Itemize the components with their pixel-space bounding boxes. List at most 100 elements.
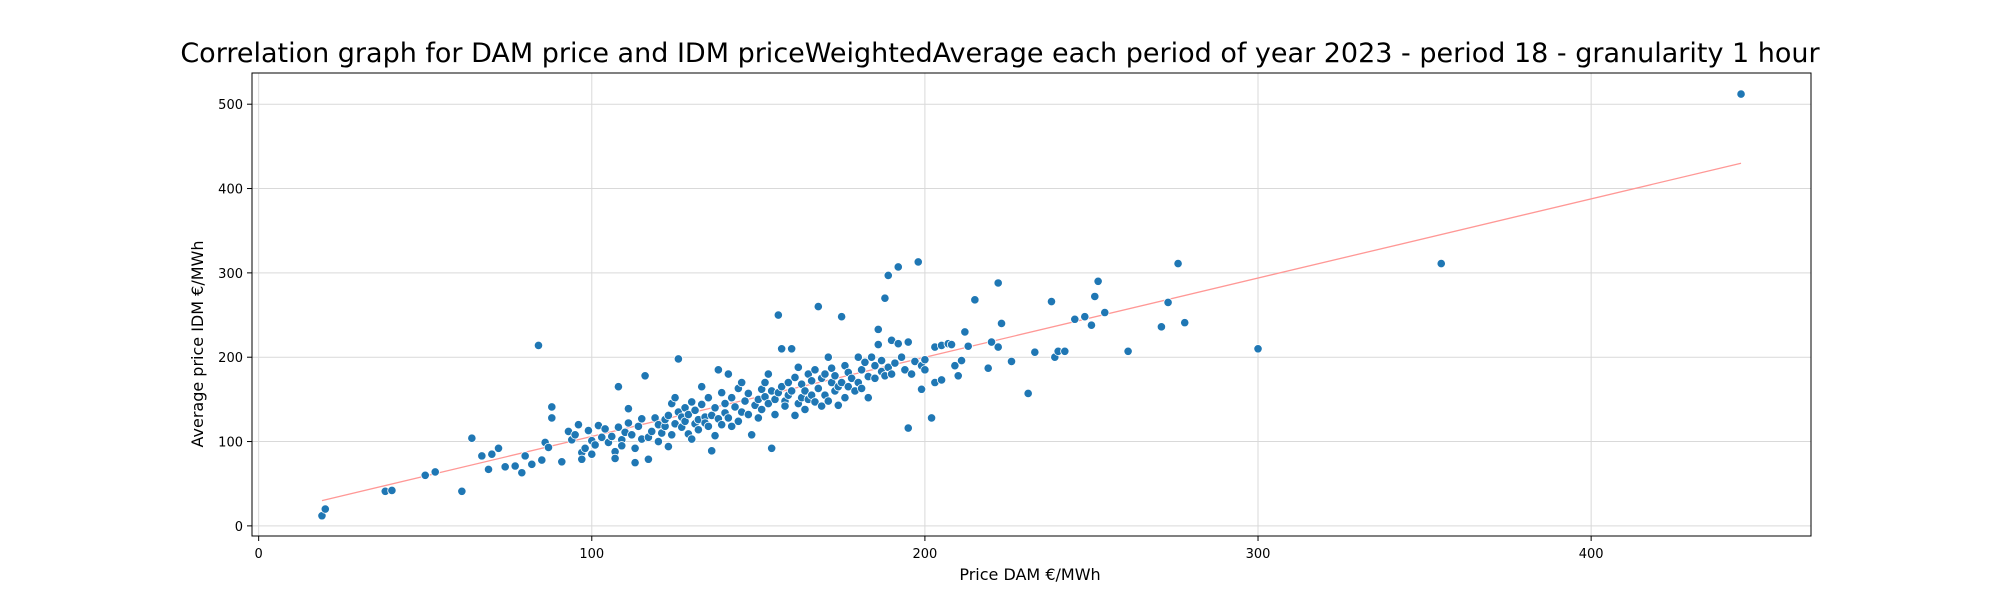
data-point [1006, 356, 1017, 367]
data-point [613, 422, 624, 432]
data-point [703, 393, 713, 403]
data-point [900, 365, 910, 375]
y-tick-label: 200 [218, 351, 243, 366]
data-point [833, 400, 843, 410]
data-point [590, 440, 600, 450]
data-point [637, 414, 647, 424]
data-point [870, 361, 880, 371]
data-point [510, 461, 520, 471]
data-point [697, 399, 707, 410]
data-point [583, 425, 594, 436]
data-point [790, 410, 800, 421]
data-point [627, 430, 637, 440]
data-point [993, 342, 1003, 352]
data-point [956, 355, 967, 366]
data-point [1173, 258, 1183, 269]
data-point [1090, 291, 1100, 302]
data-point [493, 443, 504, 453]
data-point [1080, 312, 1090, 322]
data-point [910, 356, 920, 367]
y-tick-label: 500 [218, 98, 243, 113]
data-point [663, 442, 673, 452]
data-point [777, 382, 787, 392]
data-point [537, 455, 547, 465]
data-point [727, 393, 737, 403]
data-point [823, 396, 833, 406]
data-point [743, 409, 753, 420]
data-point [903, 423, 913, 433]
data-point [1180, 318, 1190, 328]
data-point [837, 377, 847, 388]
data-point [810, 365, 820, 375]
y-tick-label: 400 [218, 183, 243, 198]
data-point [800, 386, 810, 396]
data-point [857, 383, 867, 394]
data-point [970, 295, 980, 305]
data-point [787, 386, 797, 396]
data-point [1156, 322, 1167, 332]
data-point [543, 442, 554, 453]
data-point [830, 371, 840, 381]
data-point [640, 371, 650, 381]
data-point [687, 434, 697, 444]
data-point [697, 382, 707, 392]
data-point [527, 459, 537, 469]
data-point [876, 355, 887, 366]
data-point [520, 451, 530, 461]
data-point [573, 420, 584, 430]
data-point [587, 449, 597, 459]
data-point [867, 352, 877, 362]
data-point [457, 486, 467, 496]
data-point [906, 369, 917, 379]
data-point [633, 421, 644, 431]
data-point [890, 358, 900, 368]
data-point [723, 413, 733, 423]
data-point [913, 257, 923, 267]
y-axis-label: Average price IDM €/MWh [188, 241, 207, 448]
x-tick-label: 0 [255, 547, 263, 562]
data-point [717, 388, 727, 398]
data-point [653, 436, 664, 447]
data-point [823, 352, 833, 362]
data-point [896, 352, 907, 362]
data-point [630, 458, 640, 468]
data-point [723, 369, 733, 379]
data-point [643, 454, 654, 464]
data-point [617, 441, 627, 451]
data-point [477, 451, 487, 461]
data-point [847, 373, 857, 383]
data-point [683, 409, 693, 420]
data-point [1070, 314, 1080, 324]
data-point [1100, 307, 1110, 318]
data-point [813, 302, 823, 312]
data-point [820, 369, 830, 379]
data-point [733, 416, 743, 426]
data-point [996, 318, 1007, 329]
data-point [993, 278, 1003, 288]
data-point [1046, 296, 1057, 307]
data-point [557, 457, 567, 467]
data-point [936, 375, 947, 385]
grid-lines [252, 73, 1811, 536]
data-point [610, 453, 620, 464]
data-point [810, 397, 820, 407]
data-point [630, 443, 640, 453]
data-point [487, 449, 497, 459]
data-point [886, 369, 897, 379]
data-point [737, 377, 747, 388]
data-point [793, 362, 803, 372]
data-point [673, 354, 683, 364]
x-tick-label: 400 [1579, 547, 1604, 562]
data-point [780, 401, 790, 411]
data-point [570, 430, 580, 440]
data-point [1023, 388, 1033, 399]
data-point [863, 393, 873, 403]
data-point [517, 468, 527, 478]
data-point [713, 365, 723, 375]
y-tick-label: 300 [218, 267, 243, 282]
data-point [763, 398, 773, 409]
data-point [623, 404, 634, 414]
data-point [843, 382, 853, 392]
